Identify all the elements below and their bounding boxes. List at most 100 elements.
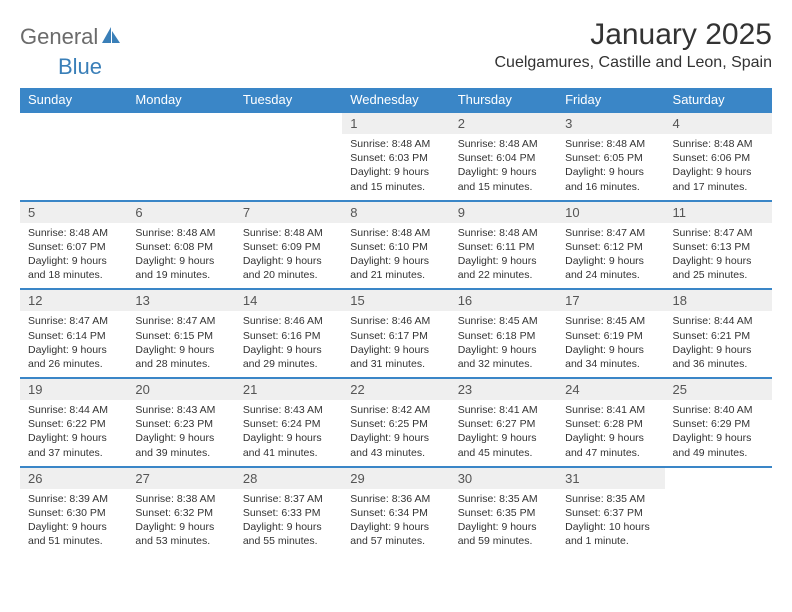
day-details: Sunrise: 8:47 AMSunset: 6:12 PMDaylight:… <box>557 223 664 289</box>
day-number: 10 <box>557 202 664 223</box>
day-cell: 17Sunrise: 8:45 AMSunset: 6:19 PMDayligh… <box>557 289 664 378</box>
week-row: 12Sunrise: 8:47 AMSunset: 6:14 PMDayligh… <box>20 289 772 378</box>
day-details: Sunrise: 8:47 AMSunset: 6:15 PMDaylight:… <box>127 311 234 377</box>
day-number: 27 <box>127 468 234 489</box>
day-details: Sunrise: 8:41 AMSunset: 6:27 PMDaylight:… <box>450 400 557 466</box>
day-details: Sunrise: 8:48 AMSunset: 6:03 PMDaylight:… <box>342 134 449 200</box>
day-cell: 13Sunrise: 8:47 AMSunset: 6:15 PMDayligh… <box>127 289 234 378</box>
day-details: Sunrise: 8:42 AMSunset: 6:25 PMDaylight:… <box>342 400 449 466</box>
dayname-monday: Monday <box>127 88 234 112</box>
day-number: 17 <box>557 290 664 311</box>
day-details: Sunrise: 8:35 AMSunset: 6:37 PMDaylight:… <box>557 489 664 555</box>
day-details: Sunrise: 8:46 AMSunset: 6:16 PMDaylight:… <box>235 311 342 377</box>
empty-cell <box>20 112 127 201</box>
dayname-row: SundayMondayTuesdayWednesdayThursdayFrid… <box>20 88 772 112</box>
day-number: 5 <box>20 202 127 223</box>
day-details: Sunrise: 8:43 AMSunset: 6:23 PMDaylight:… <box>127 400 234 466</box>
day-details: Sunrise: 8:36 AMSunset: 6:34 PMDaylight:… <box>342 489 449 555</box>
day-cell: 5Sunrise: 8:48 AMSunset: 6:07 PMDaylight… <box>20 201 127 290</box>
day-number: 19 <box>20 379 127 400</box>
empty-cell <box>235 112 342 201</box>
day-details: Sunrise: 8:48 AMSunset: 6:10 PMDaylight:… <box>342 223 449 289</box>
day-details: Sunrise: 8:37 AMSunset: 6:33 PMDaylight:… <box>235 489 342 555</box>
day-cell: 11Sunrise: 8:47 AMSunset: 6:13 PMDayligh… <box>665 201 772 290</box>
day-number: 7 <box>235 202 342 223</box>
day-details: Sunrise: 8:38 AMSunset: 6:32 PMDaylight:… <box>127 489 234 555</box>
day-cell: 25Sunrise: 8:40 AMSunset: 6:29 PMDayligh… <box>665 378 772 467</box>
day-number: 24 <box>557 379 664 400</box>
dayname-wednesday: Wednesday <box>342 88 449 112</box>
day-number: 29 <box>342 468 449 489</box>
day-cell: 30Sunrise: 8:35 AMSunset: 6:35 PMDayligh… <box>450 467 557 555</box>
day-cell: 18Sunrise: 8:44 AMSunset: 6:21 PMDayligh… <box>665 289 772 378</box>
day-number: 18 <box>665 290 772 311</box>
day-details: Sunrise: 8:48 AMSunset: 6:09 PMDaylight:… <box>235 223 342 289</box>
day-number: 1 <box>342 113 449 134</box>
day-number: 8 <box>342 202 449 223</box>
day-details: Sunrise: 8:35 AMSunset: 6:35 PMDaylight:… <box>450 489 557 555</box>
day-details: Sunrise: 8:48 AMSunset: 6:06 PMDaylight:… <box>665 134 772 200</box>
day-cell: 9Sunrise: 8:48 AMSunset: 6:11 PMDaylight… <box>450 201 557 290</box>
day-cell: 23Sunrise: 8:41 AMSunset: 6:27 PMDayligh… <box>450 378 557 467</box>
day-cell: 19Sunrise: 8:44 AMSunset: 6:22 PMDayligh… <box>20 378 127 467</box>
day-cell: 6Sunrise: 8:48 AMSunset: 6:08 PMDaylight… <box>127 201 234 290</box>
day-details: Sunrise: 8:46 AMSunset: 6:17 PMDaylight:… <box>342 311 449 377</box>
day-cell: 8Sunrise: 8:48 AMSunset: 6:10 PMDaylight… <box>342 201 449 290</box>
day-number: 12 <box>20 290 127 311</box>
day-number: 2 <box>450 113 557 134</box>
empty-cell <box>665 467 772 555</box>
empty-cell <box>127 112 234 201</box>
day-cell: 4Sunrise: 8:48 AMSunset: 6:06 PMDaylight… <box>665 112 772 201</box>
dayname-thursday: Thursday <box>450 88 557 112</box>
day-details: Sunrise: 8:40 AMSunset: 6:29 PMDaylight:… <box>665 400 772 466</box>
day-number: 30 <box>450 468 557 489</box>
week-row: 19Sunrise: 8:44 AMSunset: 6:22 PMDayligh… <box>20 378 772 467</box>
day-number: 25 <box>665 379 772 400</box>
day-number: 22 <box>342 379 449 400</box>
day-cell: 3Sunrise: 8:48 AMSunset: 6:05 PMDaylight… <box>557 112 664 201</box>
day-number: 31 <box>557 468 664 489</box>
day-cell: 7Sunrise: 8:48 AMSunset: 6:09 PMDaylight… <box>235 201 342 290</box>
day-cell: 31Sunrise: 8:35 AMSunset: 6:37 PMDayligh… <box>557 467 664 555</box>
day-number: 23 <box>450 379 557 400</box>
week-row: 26Sunrise: 8:39 AMSunset: 6:30 PMDayligh… <box>20 467 772 555</box>
day-cell: 15Sunrise: 8:46 AMSunset: 6:17 PMDayligh… <box>342 289 449 378</box>
day-details: Sunrise: 8:43 AMSunset: 6:24 PMDaylight:… <box>235 400 342 466</box>
day-number: 3 <box>557 113 664 134</box>
day-cell: 26Sunrise: 8:39 AMSunset: 6:30 PMDayligh… <box>20 467 127 555</box>
week-row: 5Sunrise: 8:48 AMSunset: 6:07 PMDaylight… <box>20 201 772 290</box>
day-cell: 2Sunrise: 8:48 AMSunset: 6:04 PMDaylight… <box>450 112 557 201</box>
day-number: 4 <box>665 113 772 134</box>
dayname-saturday: Saturday <box>665 88 772 112</box>
day-cell: 22Sunrise: 8:42 AMSunset: 6:25 PMDayligh… <box>342 378 449 467</box>
day-details: Sunrise: 8:48 AMSunset: 6:07 PMDaylight:… <box>20 223 127 289</box>
day-cell: 21Sunrise: 8:43 AMSunset: 6:24 PMDayligh… <box>235 378 342 467</box>
day-details: Sunrise: 8:39 AMSunset: 6:30 PMDaylight:… <box>20 489 127 555</box>
calendar-table: SundayMondayTuesdayWednesdayThursdayFrid… <box>20 88 772 555</box>
day-details: Sunrise: 8:47 AMSunset: 6:13 PMDaylight:… <box>665 223 772 289</box>
day-cell: 1Sunrise: 8:48 AMSunset: 6:03 PMDaylight… <box>342 112 449 201</box>
day-number: 16 <box>450 290 557 311</box>
day-number: 11 <box>665 202 772 223</box>
day-cell: 27Sunrise: 8:38 AMSunset: 6:32 PMDayligh… <box>127 467 234 555</box>
day-details: Sunrise: 8:47 AMSunset: 6:14 PMDaylight:… <box>20 311 127 377</box>
dayname-sunday: Sunday <box>20 88 127 112</box>
day-details: Sunrise: 8:48 AMSunset: 6:11 PMDaylight:… <box>450 223 557 289</box>
day-cell: 20Sunrise: 8:43 AMSunset: 6:23 PMDayligh… <box>127 378 234 467</box>
day-cell: 10Sunrise: 8:47 AMSunset: 6:12 PMDayligh… <box>557 201 664 290</box>
day-details: Sunrise: 8:45 AMSunset: 6:19 PMDaylight:… <box>557 311 664 377</box>
week-row: 1Sunrise: 8:48 AMSunset: 6:03 PMDaylight… <box>20 112 772 201</box>
day-number: 15 <box>342 290 449 311</box>
day-number: 9 <box>450 202 557 223</box>
day-details: Sunrise: 8:48 AMSunset: 6:08 PMDaylight:… <box>127 223 234 289</box>
day-number: 20 <box>127 379 234 400</box>
logo-text-general: General <box>20 24 98 50</box>
logo-text-blue: Blue <box>58 54 102 79</box>
day-cell: 24Sunrise: 8:41 AMSunset: 6:28 PMDayligh… <box>557 378 664 467</box>
title-block: January 2025 Cuelgamures, Castille and L… <box>495 18 773 72</box>
dayname-tuesday: Tuesday <box>235 88 342 112</box>
day-cell: 14Sunrise: 8:46 AMSunset: 6:16 PMDayligh… <box>235 289 342 378</box>
logo: General <box>20 18 124 50</box>
day-cell: 29Sunrise: 8:36 AMSunset: 6:34 PMDayligh… <box>342 467 449 555</box>
day-cell: 12Sunrise: 8:47 AMSunset: 6:14 PMDayligh… <box>20 289 127 378</box>
